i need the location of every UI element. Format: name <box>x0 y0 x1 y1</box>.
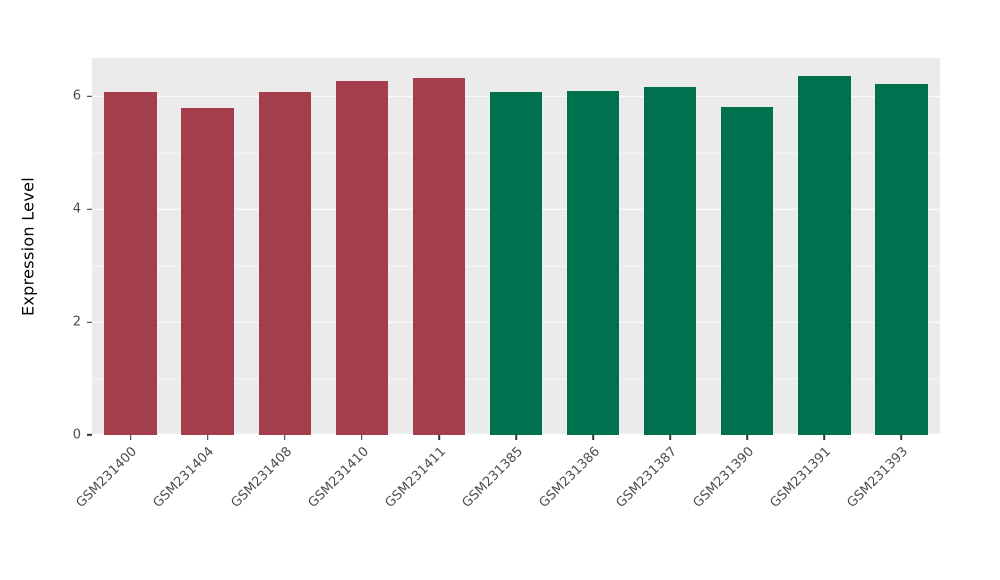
x-tick-label: GSM231404 <box>150 444 218 511</box>
x-tick-label: GSM231393 <box>844 444 912 511</box>
x-tick-label: GSM231408 <box>228 444 295 511</box>
x-tick-label: GSM231410 <box>305 444 372 511</box>
plot-panel <box>92 58 940 436</box>
y-tick-mark <box>87 321 92 323</box>
y-tick-label: 4 <box>72 201 81 217</box>
x-tick-mark <box>592 435 594 440</box>
bar-GSM231393 <box>875 83 928 435</box>
x-tick-label: GSM231390 <box>690 444 758 511</box>
bar-GSM231404 <box>181 107 234 435</box>
y-tick-mark <box>87 434 92 436</box>
y-axis: 0 2 4 6 <box>0 58 92 442</box>
bar-GSM231387 <box>643 86 697 435</box>
bar-GSM231410 <box>335 81 388 435</box>
x-tick-label: GSM231400 <box>73 444 141 511</box>
bar-GSM231386 <box>566 90 620 435</box>
y-tick-label: 6 <box>72 88 81 104</box>
x-tick-mark <box>129 435 132 440</box>
x-tick-mark <box>283 435 286 440</box>
y-tick-label: 0 <box>72 427 81 443</box>
x-tick-mark <box>746 435 749 440</box>
x-axis: GSM231400 GSM231404 GSM231408 GSM231410 GSM2… <box>74 435 940 575</box>
y-tick-label: 2 <box>72 314 81 330</box>
x-tick-mark <box>900 435 903 440</box>
bar-GSM231400 <box>104 92 157 435</box>
bar-GSM231390 <box>721 106 774 435</box>
bar-GSM231391 <box>798 76 851 435</box>
x-tick-mark <box>206 435 209 440</box>
x-tick-label: GSM231385 <box>459 444 526 511</box>
x-tick-label: GSM231411 <box>382 444 449 511</box>
x-tick-mark <box>669 435 671 440</box>
bar-GSM231408 <box>258 91 311 435</box>
y-tick-mark <box>87 208 92 211</box>
y-tick-mark <box>87 95 92 98</box>
x-tick-mark <box>438 435 440 440</box>
x-tick-label: GSM231387 <box>613 444 681 511</box>
x-tick-mark <box>515 435 517 440</box>
bar-GSM231411 <box>412 77 466 435</box>
bar-GSM231385 <box>489 91 543 435</box>
x-tick-label: GSM231391 <box>767 444 835 511</box>
x-tick-mark <box>823 435 826 440</box>
x-tick-label: GSM231386 <box>536 444 603 511</box>
x-tick-mark <box>361 435 363 440</box>
